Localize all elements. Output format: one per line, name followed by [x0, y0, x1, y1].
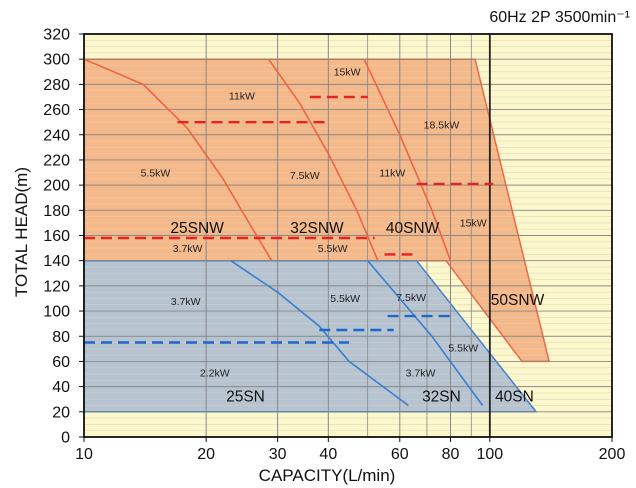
- power-label: 5.5kW: [330, 293, 360, 305]
- sn-boundary-curve: [230, 260, 409, 407]
- power-label: 5.5kW: [448, 342, 478, 354]
- x-tick-label: 100: [476, 446, 503, 463]
- x-axis-ticks: 10 20 30 40 60 80 100 200: [75, 437, 625, 463]
- x-axis-label: CAPACITY(L/min): [259, 466, 396, 485]
- sn-boundary-curve: [367, 260, 484, 406]
- power-label: 7.5kW: [396, 292, 426, 304]
- model-label: 40SN: [495, 389, 534, 406]
- x-tick-label: 40: [319, 446, 337, 463]
- y-tick-label: 20: [52, 404, 70, 421]
- y-tick-label: 260: [43, 102, 70, 119]
- model-label: 32SN: [422, 389, 461, 406]
- grid-lines: [84, 34, 612, 437]
- power-label: 18.5kW: [424, 119, 460, 131]
- power-label: 5.5kW: [141, 167, 171, 179]
- power-label: 15kW: [334, 67, 361, 79]
- y-tick-label: 80: [52, 329, 70, 346]
- power-label: 2.2kW: [200, 368, 230, 380]
- power-label: 15kW: [460, 218, 487, 230]
- boundary-curves: [83, 58, 484, 407]
- y-tick-label: 160: [43, 228, 70, 245]
- chart-annotations: 25SNW 32SNW 40SNW 50SNW 25SN 32SN 40SN 5.5kW 3.7…: [141, 67, 545, 406]
- y-tick-label: 300: [43, 52, 70, 69]
- snw-boundary-curve: [363, 58, 452, 261]
- model-label: 50SNW: [491, 292, 545, 309]
- x-tick-label: 60: [391, 446, 409, 463]
- y-tick-label: 0: [61, 430, 70, 447]
- power-label: 11kW: [229, 90, 255, 102]
- y-tick-label: 40: [52, 379, 70, 396]
- y-axis-label: TOTAL HEAD(m): [12, 167, 31, 297]
- snw-boundary-curve: [83, 58, 273, 262]
- model-label: 40SNW: [386, 220, 440, 237]
- y-tick-label: 280: [43, 77, 70, 94]
- y-tick-label: 220: [43, 152, 70, 169]
- power-label: 3.7kW: [171, 296, 201, 308]
- power-label: 3.7kW: [173, 243, 203, 255]
- power-label: 3.7kW: [406, 368, 436, 380]
- y-tick-label: 200: [43, 178, 70, 195]
- x-tick-label: 80: [442, 446, 460, 463]
- y-tick-label: 240: [43, 127, 70, 144]
- power-label: 7.5kW: [290, 170, 320, 182]
- x-tick-label: 20: [197, 446, 215, 463]
- model-label: 25SNW: [170, 220, 224, 237]
- y-tick-label: 120: [43, 278, 70, 295]
- x-tick-label: 10: [75, 446, 93, 463]
- y-tick-label: 140: [43, 253, 70, 270]
- x-tick-label: 200: [599, 446, 626, 463]
- y-axis-ticks: 0 20 40 60 80 100 120 140 160 180 200 220 240 260 280 3…: [43, 27, 84, 447]
- power-label: 5.5kW: [318, 243, 348, 255]
- model-label: 32SNW: [290, 220, 344, 237]
- y-tick-label: 320: [43, 27, 70, 44]
- rating-lines: [84, 95, 494, 344]
- y-tick-label: 180: [43, 203, 70, 220]
- power-label: 11kW: [379, 167, 405, 179]
- y-tick-label: 60: [52, 354, 70, 371]
- chart-title: 60Hz 2P 3500min⁻¹: [489, 9, 630, 26]
- x-tick-label: 30: [269, 446, 287, 463]
- y-tick-label: 100: [43, 304, 70, 321]
- model-label: 25SN: [226, 389, 265, 406]
- snw-boundary-curve: [267, 58, 379, 262]
